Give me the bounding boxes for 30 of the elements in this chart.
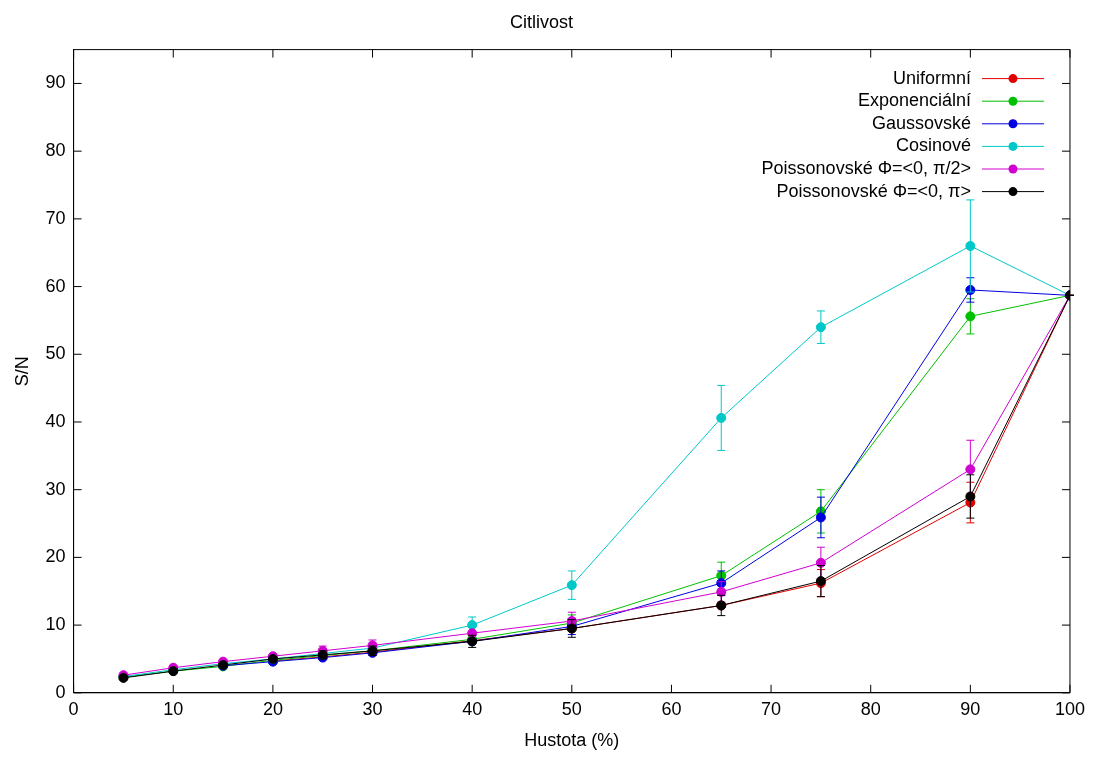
y-tick-label: 20 bbox=[45, 546, 66, 567]
x-tick-label: 20 bbox=[262, 698, 283, 719]
x-tick-label: 100 bbox=[1054, 698, 1086, 719]
y-tick-label: 80 bbox=[45, 140, 66, 161]
x-tick-label: 40 bbox=[462, 698, 483, 719]
x-tick-label: 70 bbox=[761, 698, 782, 719]
x-tick-label: 90 bbox=[960, 698, 981, 719]
y-tick-label: 10 bbox=[45, 614, 66, 635]
x-tick-label: 80 bbox=[860, 698, 881, 719]
x-tick-label: 50 bbox=[561, 698, 582, 719]
x-tick-label: 60 bbox=[661, 698, 682, 719]
x-tick-label: 10 bbox=[163, 698, 184, 719]
y-tick-label: 60 bbox=[45, 275, 66, 296]
x-tick-label: 0 bbox=[68, 698, 79, 719]
legend-label: Uniformní bbox=[892, 67, 971, 88]
y-tick-label: 30 bbox=[45, 478, 66, 499]
y-tick-label: 70 bbox=[45, 207, 66, 228]
y-tick-label: 50 bbox=[45, 343, 66, 364]
legend-label: Gaussovské bbox=[871, 112, 971, 133]
y-tick-label: 40 bbox=[45, 410, 66, 431]
x-tick-label: 30 bbox=[362, 698, 383, 719]
chart-title: Citlivost bbox=[509, 11, 574, 32]
y-tick-label: 0 bbox=[55, 681, 66, 702]
legend-label: Poissonovské Φ=<0, π> bbox=[776, 180, 971, 201]
legend-label: Poissonovské Φ=<0, π/2> bbox=[761, 157, 971, 178]
y-axis-title: S/N bbox=[11, 356, 32, 387]
legend-label: Exponenciální bbox=[857, 90, 971, 111]
legend-label: Cosinové bbox=[895, 135, 971, 156]
y-tick-label: 90 bbox=[45, 72, 66, 93]
x-axis-title: Hustota (%) bbox=[524, 730, 620, 751]
